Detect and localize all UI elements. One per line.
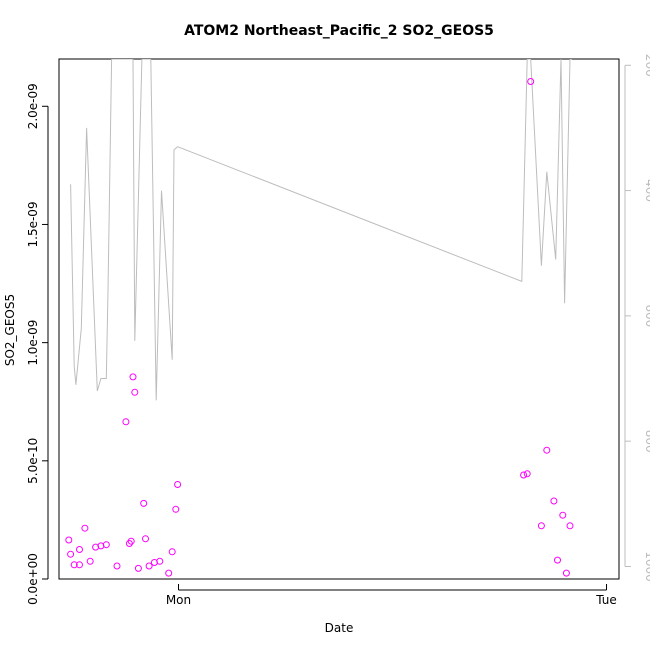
y-tick-label-right: 1000 — [643, 551, 650, 582]
data-point — [174, 481, 182, 488]
chart-title: ATOM2 Northeast_Pacific_2 SO2_GEOS5 — [184, 23, 494, 39]
so2-series — [65, 78, 574, 577]
data-point — [131, 388, 139, 396]
data-point — [86, 557, 94, 565]
x-tick-label: Mon — [166, 593, 191, 607]
y-tick-label-right: 600 — [643, 304, 650, 327]
data-point — [537, 522, 545, 530]
y-tick-label-right: 800 — [643, 430, 650, 453]
data-point — [543, 446, 551, 454]
data-point — [65, 536, 73, 544]
data-point — [140, 499, 148, 507]
data-point — [165, 569, 173, 577]
data-point — [172, 505, 180, 513]
plot-frame — [58, 58, 620, 580]
data-point — [76, 546, 83, 553]
data-point — [81, 524, 89, 532]
y-tick-label-left: 0.0e+00 — [26, 553, 40, 605]
x-tick-label: Tue — [595, 593, 617, 607]
data-point — [559, 511, 567, 519]
data-point — [520, 471, 528, 479]
pressure-series — [70, 59, 572, 401]
data-point — [127, 537, 135, 545]
y-tick-label-left: 1.5e-09 — [26, 201, 40, 247]
data-point — [70, 561, 78, 569]
data-point — [523, 470, 531, 478]
data-point — [156, 557, 164, 565]
data-point — [134, 564, 142, 572]
y-tick-label-left: 1.0e-09 — [26, 320, 40, 366]
data-point — [142, 535, 149, 543]
y-axis-label: SO2_GEOS5 — [3, 294, 17, 366]
pressure-line — [70, 59, 572, 401]
data-point — [145, 562, 153, 570]
data-point — [122, 418, 130, 426]
data-point — [168, 548, 176, 556]
data-point — [67, 550, 75, 558]
data-point — [550, 497, 558, 505]
y-tick-label-right: 200 — [643, 54, 650, 77]
data-point — [554, 556, 561, 564]
data-point — [562, 569, 570, 577]
data-point — [76, 561, 83, 569]
data-point — [113, 562, 121, 570]
data-point — [102, 541, 110, 549]
data-point — [527, 78, 535, 85]
x-axis-label: Date — [325, 621, 354, 635]
data-point — [129, 373, 137, 381]
x-axis: Mon Tue — [166, 584, 617, 607]
data-point — [125, 540, 133, 547]
y-axis-left: 0.0e+00 5.0e-10 1.0e-09 1.5e-09 2.0e-09 — [26, 83, 49, 605]
data-point — [92, 543, 100, 551]
y-axis-right: 200 400 600 800 1000 — [624, 54, 650, 582]
data-point — [566, 522, 574, 530]
y-tick-label-left: 2.0e-09 — [26, 83, 40, 129]
y-tick-label-right: 400 — [643, 179, 650, 202]
y-tick-label-left: 5.0e-10 — [26, 438, 40, 484]
